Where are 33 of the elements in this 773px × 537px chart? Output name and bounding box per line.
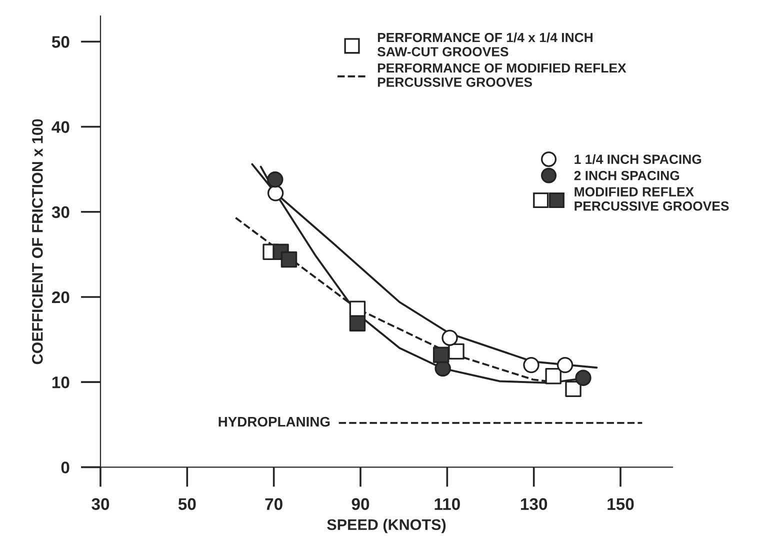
point [575,370,592,386]
x-tick-label: 70 [265,498,282,510]
legend-label: 2 INCH SPACING [574,170,680,180]
point [267,171,284,188]
y-tick-label: 10 [52,376,70,388]
point [442,330,458,346]
point [432,346,450,363]
x-tick-label: 110 [434,498,460,510]
y-tick-label: 0 [61,462,70,474]
annotation: HYDROPLANING [218,416,330,427]
x-tick-label: 130 [520,498,548,510]
point [267,185,284,202]
point [349,315,366,332]
legend-label: MODIFIED REFLEX PERCUSSIVE GROOVES [574,187,729,211]
y-tick-label: 20 [52,291,70,304]
y-tick-label: 50 [52,36,70,48]
point [523,356,540,374]
legend-label: 1 1/4 INCH SPACING [574,154,702,164]
point [448,343,464,360]
y-tick-label: 40 [52,121,70,133]
point [280,251,298,268]
point [565,380,582,398]
x-tick-label: 30 [92,498,110,510]
y-axis-title: COEFFICIENT OF FRICTION x 100 [32,119,43,364]
legend-label: PERFORMANCE OF MODIFIED REFLEX PERCUSSIVE GROOVES [378,63,626,87]
x-tick-label: 150 [608,498,634,510]
x-tick-label: 50 [178,498,196,510]
y-tick-label: 30 [52,206,70,218]
point [545,368,562,384]
point [556,356,574,374]
x-tick-label: 90 [352,498,370,510]
x-axis-title: SPEED (KNOTS) [327,518,446,534]
legend-label: PERFORMANCE OF 1/4 x 1/4 INCH SAW-CUT GROOVES [377,32,592,56]
